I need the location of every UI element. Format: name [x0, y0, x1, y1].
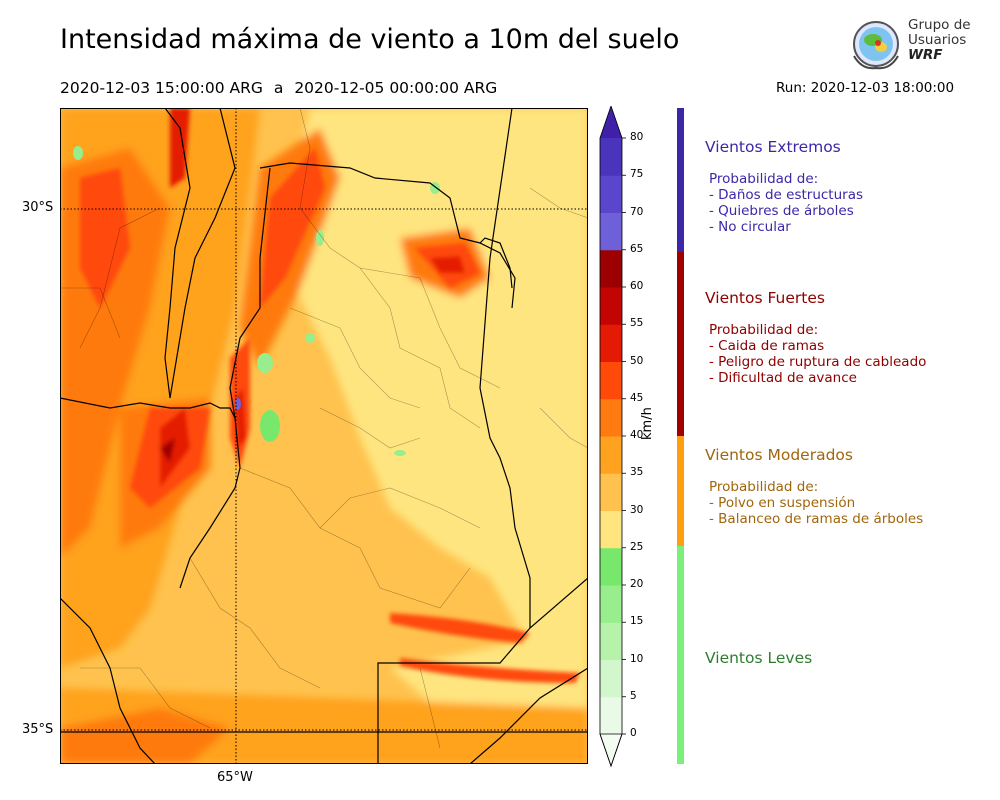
colorbar-tick-label: 20	[630, 578, 644, 590]
colorbar-segment	[600, 547, 622, 586]
colorbar-extend-min	[599, 733, 623, 768]
colorbar-segment	[600, 510, 622, 549]
colorbar-tick-label: 40	[630, 429, 644, 441]
colorbar-tick-label: 75	[630, 168, 644, 181]
legend-category: Vientos Leves	[705, 649, 812, 667]
run-timestamp: Run: 2020-12-03 18:00:00	[776, 80, 955, 96]
colorbar-tick-label: 80	[630, 131, 644, 143]
wind-map[interactable]	[60, 108, 588, 764]
globe-logo-icon	[853, 21, 899, 70]
legend-category-title: Vientos Moderados	[705, 446, 853, 464]
lon-label-65w: 65°W	[217, 770, 253, 785]
legend-category-bar	[677, 252, 684, 436]
colorbar-segment	[600, 436, 622, 474]
colorbar-tick-label: 70	[630, 205, 644, 218]
colorbar-tick-label: 5	[630, 689, 637, 702]
colorbar-tick-label: 50	[630, 354, 644, 367]
legend-category: Vientos Fuertes Probabilidad de: - Caida d…	[705, 289, 926, 386]
legend-description-line: Probabilidad de:	[709, 322, 819, 338]
logo-brand: WRF	[908, 47, 943, 63]
colorbar-tick-label: 35	[630, 466, 644, 479]
colorbar-tick-label: 10	[630, 652, 644, 665]
legend-category: Vientos Extremos Probabilidad de: - Daños …	[705, 138, 863, 235]
legend-description-line: - Dificultad de avance	[709, 370, 857, 386]
province-borders	[60, 108, 588, 764]
logo-line2: Usuarios	[908, 32, 967, 48]
colorbar-svg	[599, 104, 626, 768]
legend-category-description: Probabilidad de: - Caida de ramas - Peligr…	[705, 322, 926, 386]
extreme-wind-spot	[235, 398, 241, 410]
colorbar-tick-label: 15	[630, 615, 644, 628]
legend-description-line: - Quiebres de árboles	[709, 203, 854, 219]
department-borders	[60, 108, 588, 749]
legend-category-bar	[677, 436, 684, 546]
period-start: 2020-12-03 15:00:00 ARG	[60, 79, 263, 97]
colorbar-tick-label: 65	[630, 242, 644, 255]
legend-category-bar	[677, 108, 684, 252]
colorbar-segment	[600, 287, 622, 325]
legend-category-title: Vientos Extremos	[705, 138, 841, 156]
colorbar-segment	[600, 696, 622, 735]
colorbar-segment	[600, 585, 622, 623]
legend-description-line: - Peligro de ruptura de cableado	[709, 354, 927, 370]
colorbar	[596, 104, 666, 768]
legend-category-description: Probabilidad de: - Daños de estructuras - …	[705, 171, 863, 235]
colorbar-segment	[600, 398, 622, 437]
colorbar-tick-label: 25	[630, 540, 644, 553]
colorbar-segment	[600, 473, 622, 511]
colorbar-segment	[600, 622, 622, 660]
colorbar-segment	[600, 212, 622, 251]
legend-description-line: - Polvo en suspensión	[709, 495, 856, 511]
lat-label-35s: 35°S	[22, 722, 54, 737]
legend-category-title: Vientos Fuertes	[705, 289, 825, 307]
forecast-period: 2020-12-03 15:00:00 ARG a 2020-12-05 00:…	[60, 79, 497, 97]
colorbar-segment	[600, 659, 622, 698]
legend-category-bar	[677, 546, 684, 764]
colorbar-extend-max	[600, 106, 622, 138]
wind-field-svg	[60, 108, 588, 764]
colorbar-segment	[600, 138, 622, 176]
lat-label-30s: 30°S	[22, 200, 54, 215]
colorbar-tick-label: 55	[630, 317, 644, 330]
legend-category-title: Vientos Leves	[705, 649, 813, 667]
legend-description-line: Probabilidad de:	[709, 479, 819, 495]
legend-category-description: Probabilidad de: - Polvo en suspensión - B…	[705, 479, 923, 527]
colorbar-tick-label: 60	[630, 280, 644, 292]
period-separator: a	[273, 79, 284, 97]
legend-description-line: - Balanceo de ramas de árboles	[709, 511, 924, 527]
legend-description-line: Probabilidad de:	[709, 171, 819, 187]
gridlines	[60, 108, 588, 764]
colorbar-segment	[600, 324, 622, 362]
legend-description-line: - Caida de ramas	[709, 338, 825, 354]
legend-description-line: - Daños de estructuras	[709, 187, 864, 203]
wrf-logo: Grupo de Usuarios WRF	[848, 16, 978, 72]
map-title: Intensidad máxima de viento a 10m del su…	[60, 24, 680, 55]
colorbar-tick-label: 0	[630, 727, 637, 739]
legend-description-line: - No circular	[709, 219, 791, 235]
low-wind-patches	[73, 146, 440, 456]
colorbar-unit: km/h	[640, 407, 655, 440]
colorbar-segment	[600, 361, 622, 400]
legend-category: Vientos Moderados Probabilidad de: - Polvo…	[705, 446, 923, 527]
colorbar-segment	[600, 249, 622, 288]
colorbar-tick-label: 30	[630, 503, 644, 516]
colorbar-segment	[600, 175, 622, 213]
colorbar-tick-label: 45	[630, 391, 644, 404]
period-end: 2020-12-05 00:00:00 ARG	[294, 79, 498, 97]
logo-line1: Grupo de	[908, 17, 971, 33]
